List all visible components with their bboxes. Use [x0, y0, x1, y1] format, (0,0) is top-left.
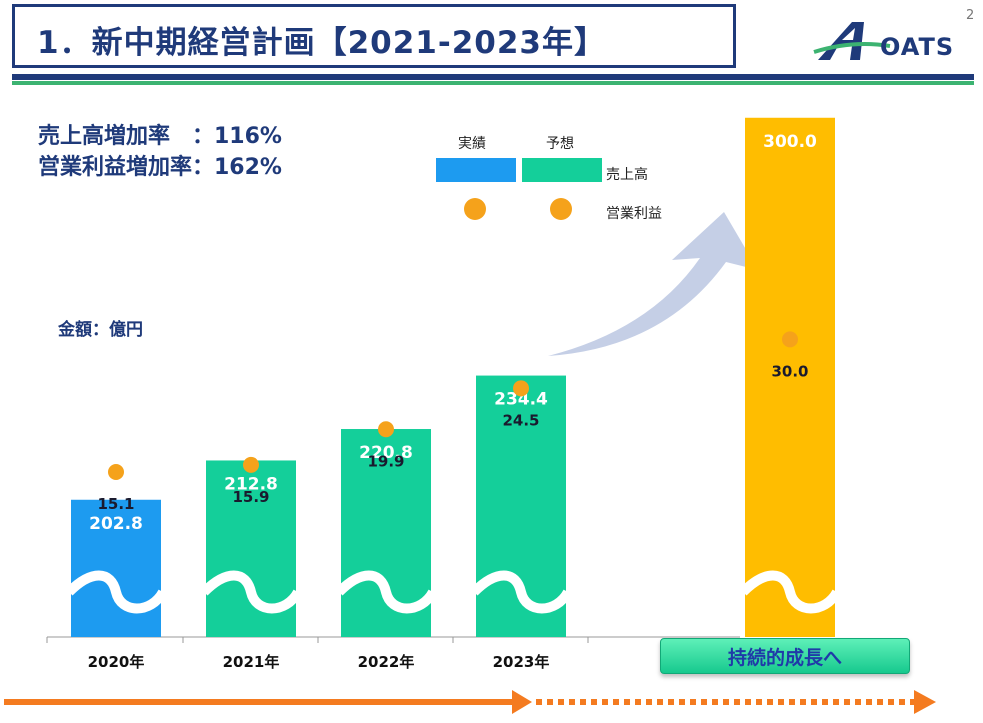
sales-value-label: 234.4: [494, 390, 548, 410]
legend-profit-dot-actual: [464, 198, 486, 220]
legend-forecast-label: 予想: [546, 136, 574, 152]
page-title: 1．新中期経営計画【2021-2023年】: [37, 25, 606, 61]
title-box: 1．新中期経営計画【2021-2023年】: [12, 4, 736, 68]
sales-bar: [745, 117, 835, 637]
axis-break-wave: [739, 570, 842, 614]
logo-text: OATS: [880, 33, 955, 61]
profit-value-label: 15.1: [97, 495, 134, 513]
legend-sales-label: 売上高: [606, 167, 648, 183]
profit-value-label: 19.9: [367, 452, 404, 470]
x-tick-label: 2020年: [88, 653, 145, 671]
axis-break-wave: [470, 570, 573, 614]
x-tick-label: 2022年: [358, 653, 415, 671]
sales-value-label: 202.8: [89, 514, 143, 534]
unit-label: 金額：億円: [58, 320, 143, 340]
progress-arrow-solid-head: [512, 690, 532, 714]
profit-dot: [782, 331, 798, 348]
profit-dot: [243, 456, 259, 473]
progress-arrow-dotted-head: [914, 690, 936, 714]
x-tick-label: 2023年: [493, 653, 550, 671]
legend-profit-dot-forecast: [550, 198, 572, 220]
header-rule-green: [12, 81, 974, 85]
growth-curve-arrow: [548, 212, 758, 356]
axis-break-wave: [335, 570, 438, 614]
profit-value-label: 30.0: [771, 362, 808, 380]
logo-swoosh: [813, 42, 891, 54]
axis-break-wave: [65, 570, 168, 614]
logo-a-mark: [818, 22, 864, 60]
sales-value-label: 212.8: [224, 474, 278, 494]
profit-value-label: 15.9: [232, 488, 269, 506]
legend-actual-swatch: [436, 158, 516, 182]
profit-growth-rate: 営業利益増加率：162%: [38, 155, 282, 180]
sales-value-label: 300.0: [763, 132, 817, 152]
profit-dot: [513, 380, 529, 397]
legend-actual-label: 実績: [458, 136, 486, 152]
oats-logo: [813, 22, 891, 60]
profit-value-label: 24.5: [502, 411, 539, 429]
legend-profit-label: 営業利益: [606, 206, 662, 222]
profit-dot: [108, 464, 124, 480]
sales-growth-rate: 売上高増加率 ：116%: [38, 124, 282, 149]
x-tick-label: 2021年: [223, 653, 280, 671]
page-number: 2: [966, 8, 975, 23]
profit-dot: [378, 421, 394, 438]
sales-bar: [71, 499, 161, 637]
sustainable-growth-button[interactable]: 持続的成長へ: [660, 638, 910, 674]
axis-break-wave: [200, 570, 303, 614]
header-rule-blue: [12, 74, 974, 80]
sales-value-label: 220.8: [359, 443, 413, 463]
legend-forecast-swatch: [522, 158, 602, 182]
